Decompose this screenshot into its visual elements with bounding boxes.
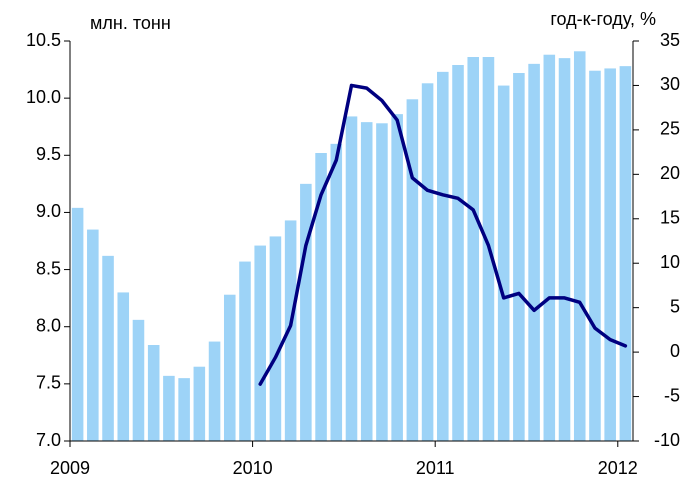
line — [258, 83, 628, 386]
bar — [573, 51, 586, 442]
bar — [376, 123, 388, 442]
y-tick-label: 10.0 — [26, 87, 61, 107]
bar — [604, 68, 616, 441]
y2-tick-label: -5 — [664, 385, 680, 405]
y2-tick-label: 5 — [670, 296, 680, 316]
bar — [360, 122, 373, 442]
bar — [254, 245, 266, 441]
bar — [406, 99, 419, 442]
x-tick-label: 2010 — [233, 458, 273, 478]
bar — [513, 73, 525, 441]
bar — [147, 345, 160, 441]
bar — [87, 229, 99, 441]
y2-tick-label: 20 — [660, 163, 680, 183]
bar — [223, 294, 236, 441]
bar — [528, 63, 540, 441]
y2-tick-label: 10 — [660, 252, 680, 272]
bar — [208, 341, 221, 441]
bar — [467, 57, 480, 441]
bar — [345, 116, 358, 441]
bar — [193, 366, 206, 441]
bar — [269, 236, 282, 441]
y2-tick-label: 35 — [660, 30, 680, 50]
bar — [178, 378, 190, 441]
y-tick-label: 8.0 — [36, 315, 61, 335]
y2-tick-label: 30 — [660, 74, 680, 94]
x-tick-label: 2012 — [598, 458, 638, 478]
bar — [437, 71, 449, 441]
bar — [543, 54, 556, 441]
bar — [117, 292, 130, 441]
bar — [132, 319, 145, 441]
bar — [102, 255, 114, 441]
y-axis-label: млн. тонн — [90, 13, 171, 33]
bar — [300, 183, 312, 441]
bar — [589, 70, 601, 441]
y-tick-label: 9.0 — [36, 201, 61, 221]
y2-tick-label: 15 — [660, 208, 680, 228]
bar — [421, 83, 434, 442]
bar — [315, 153, 327, 441]
y-tick-label: 7.0 — [36, 430, 61, 450]
y-tick-label: 9.5 — [36, 144, 61, 164]
y-tick-label: 8.5 — [36, 258, 61, 278]
bar — [284, 220, 297, 441]
y2-axis-label: год-к-году, % — [550, 9, 656, 29]
x-tick-label: 2009 — [50, 458, 90, 478]
bar — [71, 207, 84, 441]
bar — [330, 143, 343, 441]
y-tick-label: 10.5 — [26, 30, 61, 50]
y2-tick-label: 25 — [660, 119, 680, 139]
y-tick-label: 7.5 — [36, 373, 61, 393]
y2-tick-label: -10 — [654, 430, 680, 450]
bar — [239, 261, 251, 441]
bar — [452, 65, 464, 441]
bar — [163, 375, 175, 441]
bar — [619, 66, 632, 442]
bar — [391, 114, 403, 442]
bar — [497, 85, 510, 442]
y2-tick-label: 0 — [670, 341, 680, 361]
x-tick-label: 2011 — [416, 458, 455, 478]
bar — [558, 58, 571, 442]
